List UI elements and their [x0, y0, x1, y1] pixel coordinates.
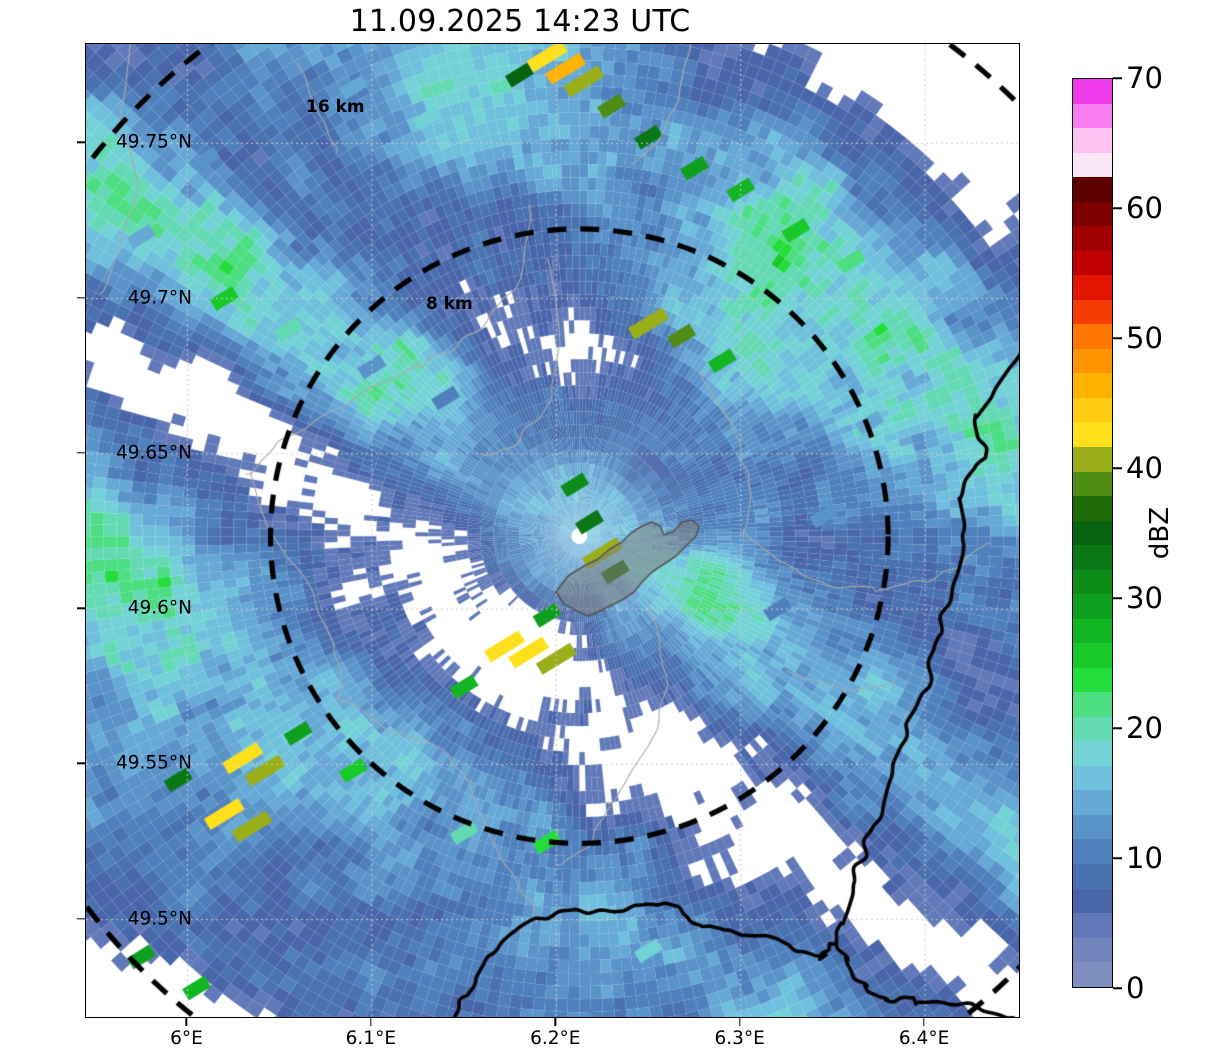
colorbar-band [1073, 103, 1112, 129]
y-axis-tick-mark [77, 296, 85, 299]
colorbar-band [1073, 324, 1112, 349]
colorbar-band [1073, 716, 1112, 742]
colorbar-band [1073, 226, 1112, 251]
y-axis-tick-label: 49.55°N [115, 752, 192, 774]
range-ring-label: 8 km [426, 294, 473, 314]
colorbar-band [1073, 250, 1112, 276]
colorbar-tick-mark [1113, 727, 1122, 729]
colorbar-tick-label: 30 [1126, 581, 1163, 615]
y-axis-tick-mark [77, 452, 85, 454]
colorbar-band [1073, 201, 1112, 227]
colorbar-band [1073, 937, 1112, 963]
x-axis-tick-mark [370, 1018, 372, 1026]
colorbar-band [1073, 397, 1112, 423]
y-axis-tick-mark [77, 607, 85, 609]
colorbar-tick-label: 40 [1126, 451, 1163, 485]
colorbar-band [1073, 741, 1112, 766]
colorbar-band [1073, 888, 1112, 914]
colorbar-tick-label: 60 [1126, 191, 1163, 225]
y-axis-tick-mark [77, 917, 85, 920]
colorbar [1072, 78, 1113, 988]
colorbar-band [1073, 471, 1112, 497]
colorbar-band [1073, 496, 1112, 521]
colorbar-band [1073, 348, 1112, 374]
y-axis-tick-label: 49.5°N [127, 908, 192, 930]
colorbar-tick-label: 0 [1126, 971, 1145, 1005]
colorbar-band [1073, 618, 1112, 644]
colorbar-band [1073, 545, 1112, 570]
x-axis-tick-label: 6.1°E [345, 1028, 397, 1049]
colorbar-band [1073, 569, 1112, 595]
colorbar-tick-mark [1113, 467, 1122, 469]
colorbar-band [1073, 814, 1112, 840]
y-axis-tick-mark [77, 141, 85, 144]
colorbar-title: dBZ [1145, 506, 1175, 560]
colorbar-tick-mark [1113, 337, 1122, 339]
colorbar-tick-label: 50 [1126, 321, 1163, 355]
colorbar-band [1073, 962, 1112, 987]
y-axis-tick-label: 49.75°N [115, 131, 192, 153]
colorbar-band [1073, 913, 1112, 938]
colorbar-band [1073, 177, 1112, 202]
y-axis-tick-label: 49.7°N [127, 287, 192, 309]
colorbar-band [1073, 692, 1112, 717]
map-overlay-layer [86, 44, 1019, 1017]
colorbar-band [1073, 864, 1112, 889]
x-axis-tick-mark [738, 1018, 741, 1026]
colorbar-tick-label: 20 [1126, 711, 1163, 745]
x-axis-tick-mark [554, 1018, 556, 1026]
colorbar-band [1073, 839, 1112, 864]
radar-plot[interactable] [85, 43, 1020, 1018]
colorbar-band [1073, 765, 1112, 791]
x-axis-tick-label: 6.2°E [530, 1028, 581, 1049]
colorbar-band [1073, 373, 1112, 398]
colorbar-band [1073, 79, 1112, 104]
colorbar-tick-mark [1113, 987, 1122, 989]
x-axis-tick-label: 6°E [170, 1028, 203, 1049]
colorbar-tick-label: 10 [1126, 841, 1163, 875]
x-axis-tick-label: 6.3°E [714, 1028, 765, 1049]
x-axis-tick-label: 6.4°E [898, 1028, 950, 1049]
x-axis-tick-mark [923, 1018, 925, 1026]
colorbar-tick-mark [1113, 857, 1122, 859]
colorbar-band [1073, 594, 1112, 619]
colorbar-band [1073, 422, 1112, 447]
x-axis-tick-mark [185, 1018, 188, 1026]
colorbar-band [1073, 667, 1112, 693]
colorbar-tick-mark [1113, 77, 1122, 79]
y-axis-tick-label: 49.65°N [115, 442, 192, 464]
colorbar-tick-mark [1113, 597, 1122, 599]
colorbar-band [1073, 790, 1112, 815]
colorbar-tick-mark [1113, 207, 1122, 209]
colorbar-band [1073, 520, 1112, 546]
colorbar-band [1073, 643, 1112, 668]
y-axis-tick-mark [77, 762, 85, 765]
page-title: 11.09.2025 14:23 UTC [349, 4, 691, 39]
colorbar-band [1073, 152, 1112, 178]
colorbar-band [1073, 446, 1112, 472]
range-ring-label: 16 km [306, 97, 365, 117]
colorbar-band [1073, 128, 1112, 153]
colorbar-band [1073, 299, 1112, 325]
colorbar-tick-label: 70 [1126, 61, 1163, 95]
colorbar-band [1073, 275, 1112, 300]
y-axis-tick-label: 49.6°N [127, 597, 192, 619]
